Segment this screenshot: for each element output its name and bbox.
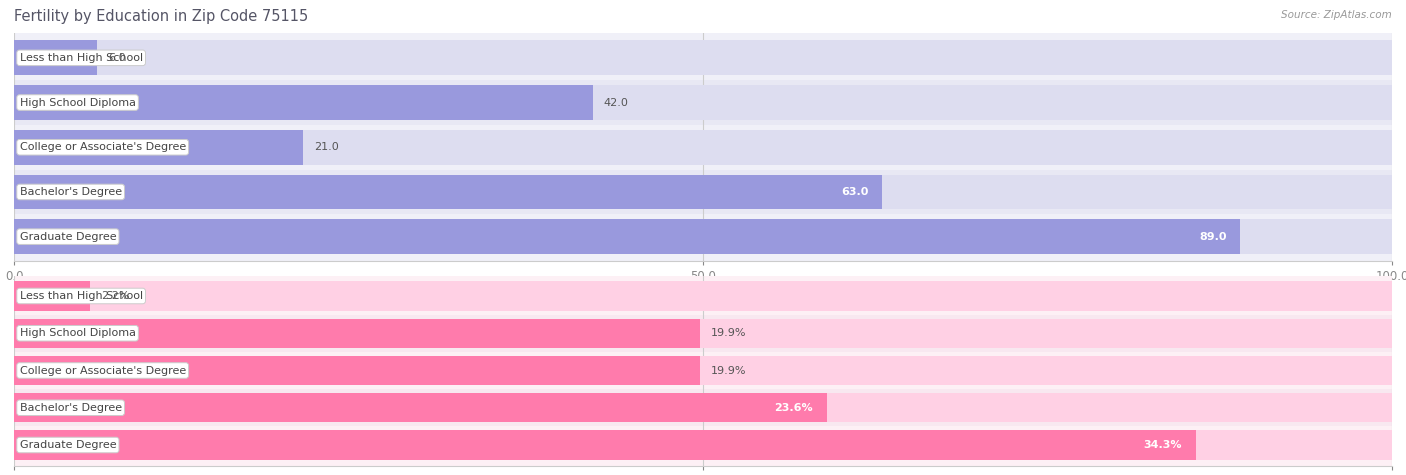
Bar bbox=[14, 36, 1392, 80]
Bar bbox=[14, 393, 1392, 422]
Text: Graduate Degree: Graduate Degree bbox=[20, 232, 117, 242]
Text: 6.0: 6.0 bbox=[108, 53, 125, 63]
Text: Bachelor's Degree: Bachelor's Degree bbox=[20, 403, 122, 413]
Bar bbox=[14, 427, 1392, 464]
Text: High School Diploma: High School Diploma bbox=[20, 328, 135, 338]
Text: 89.0: 89.0 bbox=[1199, 232, 1226, 242]
Bar bbox=[14, 174, 1392, 209]
Bar bbox=[14, 282, 90, 311]
Text: Less than High School: Less than High School bbox=[20, 291, 142, 301]
Text: Graduate Degree: Graduate Degree bbox=[20, 440, 117, 450]
Bar bbox=[14, 40, 1392, 75]
Bar bbox=[14, 80, 1392, 125]
Text: 21.0: 21.0 bbox=[315, 142, 339, 152]
Text: High School Diploma: High School Diploma bbox=[20, 97, 135, 107]
Bar bbox=[14, 356, 700, 385]
Bar bbox=[14, 219, 1392, 254]
Bar bbox=[14, 319, 700, 348]
Text: Less than High School: Less than High School bbox=[20, 53, 142, 63]
Text: 34.3%: 34.3% bbox=[1143, 440, 1182, 450]
Text: Fertility by Education in Zip Code 75115: Fertility by Education in Zip Code 75115 bbox=[14, 10, 308, 25]
Bar bbox=[14, 319, 1392, 348]
Bar bbox=[14, 130, 1392, 165]
Text: College or Associate's Degree: College or Associate's Degree bbox=[20, 365, 186, 376]
Bar bbox=[14, 125, 1392, 170]
Text: 2.2%: 2.2% bbox=[101, 291, 129, 301]
Bar bbox=[14, 389, 1392, 427]
Bar bbox=[14, 130, 304, 165]
Bar bbox=[14, 282, 1392, 311]
Bar bbox=[14, 85, 593, 120]
Bar bbox=[14, 170, 1392, 214]
Bar bbox=[14, 356, 1392, 385]
Bar bbox=[14, 214, 1392, 259]
Bar bbox=[14, 40, 97, 75]
Text: 23.6%: 23.6% bbox=[775, 403, 813, 413]
Text: Source: ZipAtlas.com: Source: ZipAtlas.com bbox=[1281, 10, 1392, 19]
Bar bbox=[14, 314, 1392, 352]
Bar bbox=[14, 174, 882, 209]
Bar bbox=[14, 430, 1392, 459]
Bar bbox=[14, 85, 1392, 120]
Bar bbox=[14, 352, 1392, 389]
Bar bbox=[14, 393, 827, 422]
Text: Bachelor's Degree: Bachelor's Degree bbox=[20, 187, 122, 197]
Bar bbox=[14, 219, 1240, 254]
Bar bbox=[14, 277, 1392, 314]
Text: 19.9%: 19.9% bbox=[710, 365, 747, 376]
Text: 42.0: 42.0 bbox=[603, 97, 628, 107]
Text: 63.0: 63.0 bbox=[841, 187, 869, 197]
Text: 19.9%: 19.9% bbox=[710, 328, 747, 338]
Bar bbox=[14, 430, 1195, 459]
Text: College or Associate's Degree: College or Associate's Degree bbox=[20, 142, 186, 152]
